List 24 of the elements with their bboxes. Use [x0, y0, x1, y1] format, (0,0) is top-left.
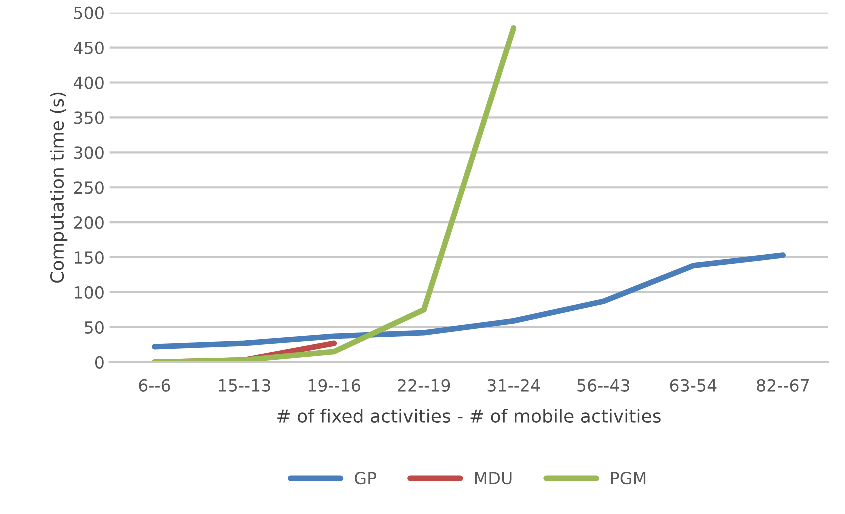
- y-tick-label: 300: [74, 146, 104, 160]
- y-tick-label: 200: [74, 216, 104, 230]
- x-tick-label: 63-54: [670, 379, 717, 392]
- legend-label: MDU: [475, 472, 512, 485]
- x-tick-label: 15--13: [219, 379, 270, 392]
- y-tick-label: 50: [85, 321, 104, 334]
- y-axis-title: Computation time (s): [50, 92, 68, 283]
- y-tick-label: 150: [75, 251, 104, 264]
- y-tick-label: 100: [75, 286, 104, 300]
- x-tick-label: 22--19: [398, 379, 450, 392]
- x-tick-label: 19--16: [308, 379, 360, 392]
- x-tick-label: 56--43: [578, 379, 630, 392]
- y-tick-label: 400: [74, 76, 104, 90]
- legend-label: GP: [355, 472, 377, 485]
- y-tick-label: 0: [95, 356, 104, 369]
- y-tick-label: 450: [74, 42, 104, 54]
- x-axis-title: # of fixed activities - # of mobile activities: [278, 409, 661, 424]
- x-tick-label: 82--67: [757, 379, 810, 392]
- y-tick-label: 250: [74, 182, 104, 194]
- legend-label: PGM: [611, 472, 646, 485]
- x-tick-label: 6--6: [139, 379, 170, 392]
- x-tick-label: 31--24: [488, 379, 540, 392]
- y-tick-label: 350: [74, 112, 104, 124]
- y-tick-label: 500: [74, 6, 104, 20]
